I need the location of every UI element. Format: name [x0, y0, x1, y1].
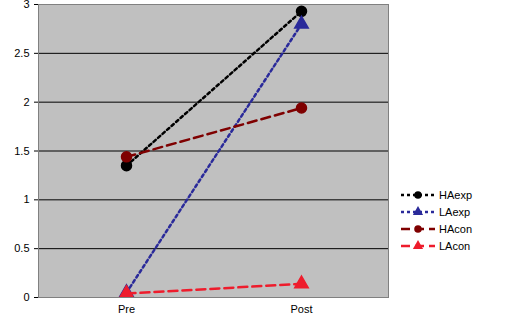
html-text:HAexp: HAexp	[439, 189, 472, 201]
svg-text:0: 0	[23, 291, 29, 303]
svg-text:0.5: 0.5	[14, 242, 29, 254]
svg-text:2: 2	[23, 96, 29, 108]
svg-text:3: 3	[23, 0, 29, 10]
svg-text:1: 1	[23, 193, 29, 205]
html-text:HAcon: HAcon	[439, 223, 472, 235]
html-text:LAcon: LAcon	[439, 240, 471, 252]
svg-text:Pre: Pre	[118, 303, 135, 315]
svg-text:1.5: 1.5	[14, 145, 29, 157]
svg-text:2.5: 2.5	[14, 47, 29, 59]
html-text:LAexp: LAexp	[439, 206, 471, 218]
svg-text:Post: Post	[290, 303, 312, 315]
